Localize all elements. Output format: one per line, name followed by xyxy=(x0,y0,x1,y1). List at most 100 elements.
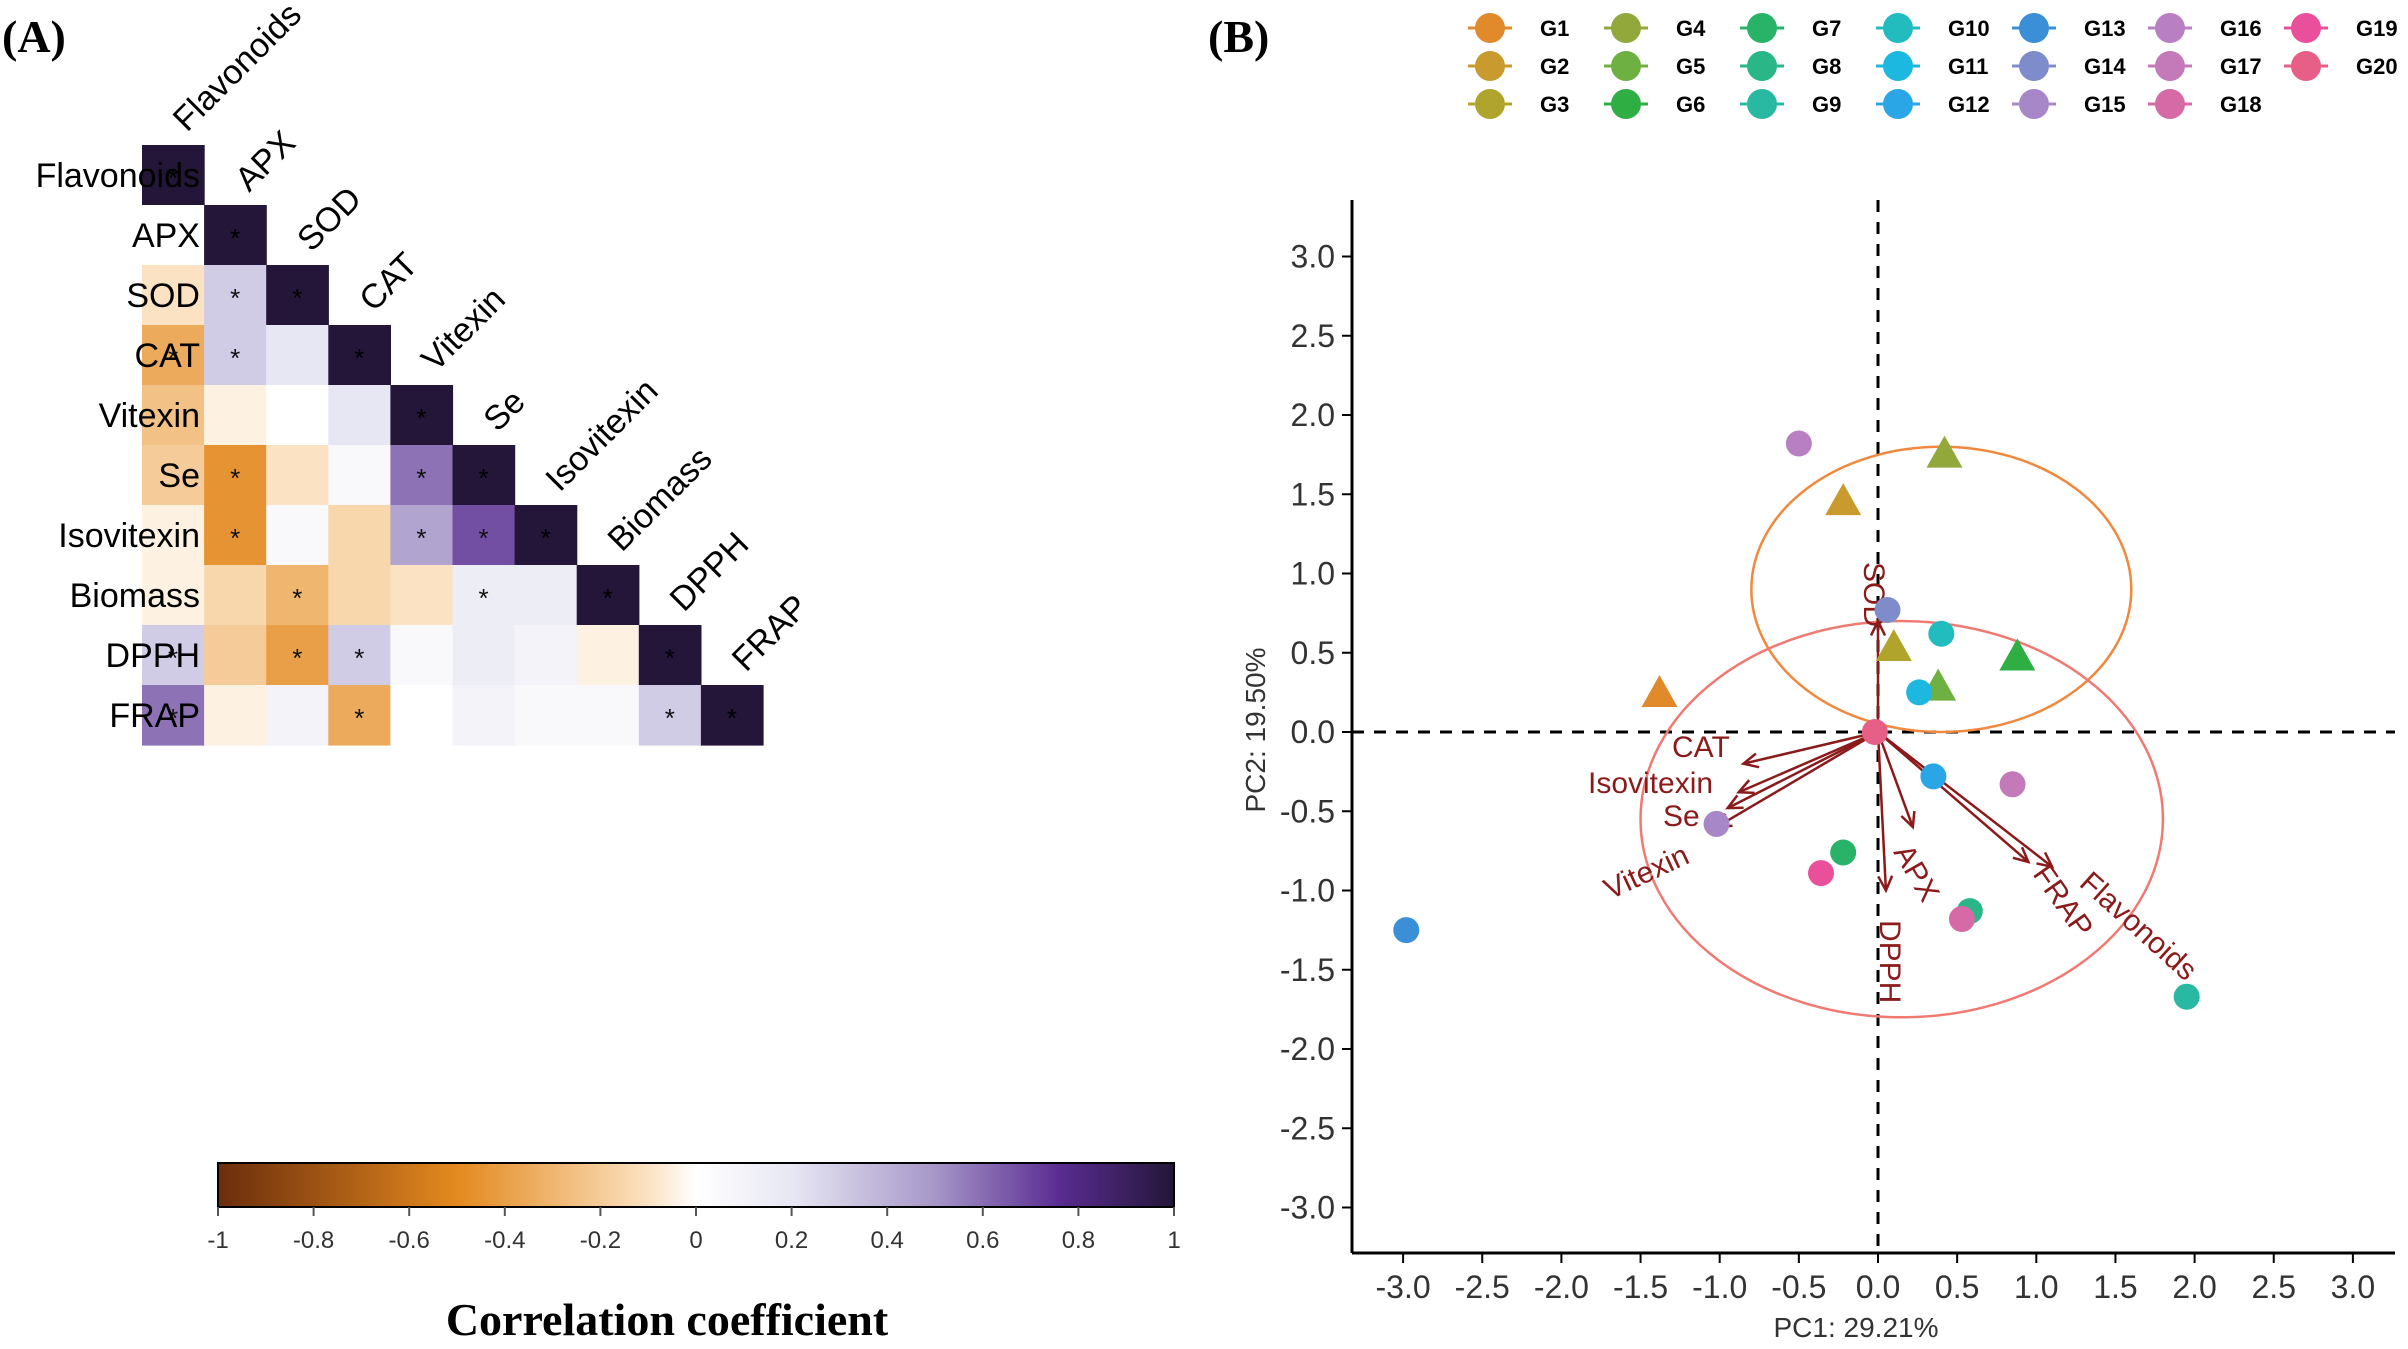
significance-mark: * xyxy=(230,223,240,253)
x-tick-label: 0.5 xyxy=(1935,1269,1979,1305)
x-tick-label: -3.0 xyxy=(1376,1269,1431,1305)
row-label: Biomass xyxy=(70,577,200,615)
colorbar-tick-label: -1 xyxy=(207,1227,228,1254)
legend-marker xyxy=(2155,51,2185,81)
score-point-triangle xyxy=(1825,483,1862,516)
legend-label: G4 xyxy=(1676,16,1706,41)
pca-y-axis-title: PC2: 19.50% xyxy=(1240,648,1271,813)
heatmap-cell xyxy=(204,505,267,566)
legend-marker xyxy=(2019,13,2049,43)
loading-arrow xyxy=(1877,731,2030,863)
column-label: Vitexin xyxy=(414,280,513,379)
column-label: APX xyxy=(228,124,303,199)
x-tick-label: 0.0 xyxy=(1856,1269,1900,1305)
y-tick-label: 1.5 xyxy=(1291,476,1335,512)
legend-label: G10 xyxy=(1948,16,1990,41)
significance-mark: * xyxy=(354,703,364,733)
significance-mark: * xyxy=(230,343,240,373)
legend-label: G1 xyxy=(1540,16,1569,41)
score-point-triangle xyxy=(1875,628,1912,661)
legend-label: G6 xyxy=(1676,92,1705,117)
heatmap-cell xyxy=(204,685,267,746)
score-point-triangle xyxy=(1999,638,2036,671)
column-label: DPPH xyxy=(663,525,757,619)
score-point-circle xyxy=(1999,771,2026,798)
legend-label: G3 xyxy=(1540,92,1569,117)
heatmap-cell xyxy=(266,325,329,386)
column-label: Flavonoids xyxy=(166,0,309,139)
heatmap-cell xyxy=(328,445,391,506)
y-tick-label: 0.5 xyxy=(1291,635,1335,671)
score-point-circle xyxy=(1906,679,1933,706)
heatmap-cell xyxy=(266,385,329,446)
x-tick-label: -0.5 xyxy=(1771,1269,1826,1305)
heatmap-cell xyxy=(142,205,205,266)
arrow-head xyxy=(1869,618,1887,637)
y-tick-label: -2.5 xyxy=(1280,1110,1335,1146)
heatmap-cell xyxy=(142,265,205,326)
score-point-circle xyxy=(1830,839,1857,866)
significance-mark: * xyxy=(541,523,551,553)
significance-mark: * xyxy=(665,643,675,673)
legend-label: G12 xyxy=(1948,92,1990,117)
y-tick-label: -0.5 xyxy=(1280,793,1335,829)
loading-arrow xyxy=(1876,731,1888,891)
heatmap-cell xyxy=(576,685,640,746)
legend-label: G15 xyxy=(2084,92,2126,117)
score-point-circle xyxy=(1393,917,1420,944)
legend-marker xyxy=(1747,89,1777,119)
heatmap-cell xyxy=(266,565,329,626)
score-point-circle xyxy=(1861,719,1888,745)
legend-marker xyxy=(1883,51,1913,81)
heatmap-cell xyxy=(142,385,205,446)
heatmap-cell xyxy=(204,325,267,386)
significance-mark: * xyxy=(416,403,426,433)
colorbar-tick-label: -0.8 xyxy=(293,1227,334,1254)
arrow-head xyxy=(1877,875,1894,894)
legend-label: G14 xyxy=(2084,54,2126,79)
significance-mark: * xyxy=(416,523,426,553)
loading-label: Se xyxy=(1663,800,1700,833)
arrow-head xyxy=(1900,811,1916,830)
loading-label: Isovitexin xyxy=(1588,767,1713,800)
heatmap-cell xyxy=(266,625,329,686)
heatmap-cell xyxy=(328,685,391,746)
colorbar-tick-label: -0.2 xyxy=(580,1227,621,1254)
y-tick-label: -3.0 xyxy=(1280,1190,1335,1226)
legend-marker xyxy=(1883,89,1913,119)
heatmap-cell xyxy=(204,625,267,686)
significance-mark: * xyxy=(727,703,737,733)
colorbar-tick-label: 1 xyxy=(1167,1227,1180,1254)
heatmap-cell xyxy=(638,685,702,746)
legend-marker xyxy=(1747,51,1777,81)
heatmap-cell xyxy=(328,385,391,446)
legend-marker xyxy=(1883,13,1913,43)
heatmap-cell xyxy=(266,265,329,326)
heatmap-cell xyxy=(204,265,267,326)
colorbar-title: Correlation coefficient xyxy=(446,1294,889,1345)
row-label: FRAP xyxy=(109,697,200,735)
y-tick-label: 3.0 xyxy=(1291,239,1335,275)
loading-arrow xyxy=(1738,730,1879,794)
column-label: SOD xyxy=(290,180,369,259)
heatmap-cell xyxy=(452,565,516,626)
heatmap-cell xyxy=(328,505,391,566)
heatmap-cell xyxy=(328,565,391,626)
heatmap-cell xyxy=(452,685,516,746)
loading-label: CAT xyxy=(1672,731,1730,764)
y-tick-label: -2.0 xyxy=(1280,1031,1335,1067)
x-tick-label: 1.0 xyxy=(2014,1269,2058,1305)
panel-b: (B) G1 G2 G3 G4 G5 G6 G7 G8 G9 G10 G11 G12 G13 G14 G15… xyxy=(1208,11,2398,1343)
significance-mark: * xyxy=(354,643,364,673)
score-point-circle xyxy=(1874,596,1901,623)
legend-label: G19 xyxy=(2356,16,2398,41)
heatmap-cell xyxy=(390,685,454,746)
score-point-triangle xyxy=(1641,674,1678,707)
legend-label: G13 xyxy=(2084,16,2126,41)
heatmap-cell xyxy=(700,685,764,746)
heatmap-cell xyxy=(390,625,454,686)
colorbar-tick-label: 0.4 xyxy=(871,1227,904,1254)
loading-arrow xyxy=(1715,730,1879,829)
legend-marker xyxy=(1611,89,1641,119)
